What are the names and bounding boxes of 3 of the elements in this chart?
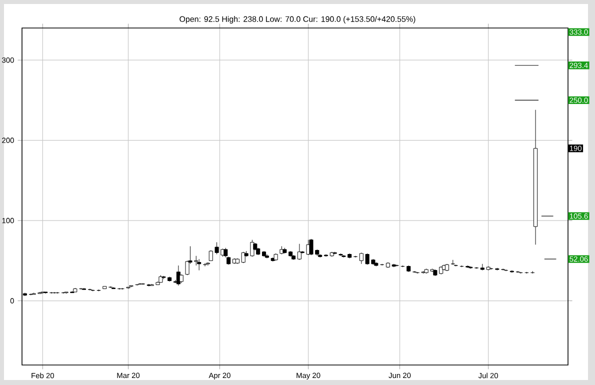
candlestick [140,282,146,286]
candlestick [197,258,202,271]
candlestick [297,244,302,260]
